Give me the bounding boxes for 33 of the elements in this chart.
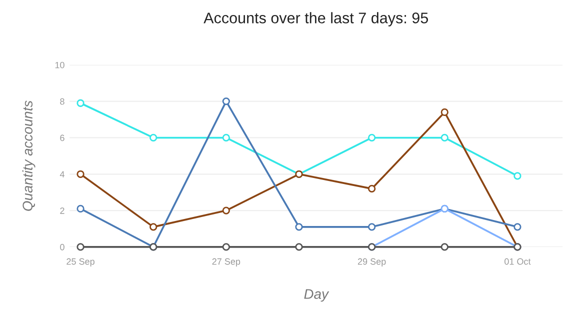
y-tick-label: 10	[55, 62, 64, 68]
point	[222, 134, 230, 142]
point	[514, 223, 522, 231]
point	[76, 170, 84, 178]
point	[222, 206, 230, 214]
point	[76, 99, 84, 107]
point	[150, 134, 158, 142]
y-tick-label: 6	[60, 134, 64, 142]
y-axis-title: Quantity accounts	[22, 100, 36, 211]
point	[222, 97, 230, 106]
x-tick-label: 27 Sep	[212, 258, 240, 266]
point	[295, 243, 303, 251]
point	[368, 184, 376, 193]
point	[295, 223, 303, 231]
x-axis-title: Day	[304, 289, 330, 302]
point	[76, 204, 84, 213]
point	[440, 134, 448, 142]
point	[368, 223, 376, 231]
point	[76, 243, 84, 251]
point	[440, 243, 448, 251]
x-tick-label: 01 Oct	[504, 258, 531, 265]
y-tick-label: 0	[60, 244, 64, 250]
y-tick-label: 2	[60, 208, 64, 214]
point	[368, 134, 376, 142]
y-tick-label: 4	[60, 171, 64, 178]
point	[150, 223, 158, 231]
chart-title: Accounts over the last 7 days: 95	[204, 12, 428, 26]
x-tick-label: 29 Sep	[358, 258, 386, 266]
point	[514, 172, 522, 180]
x-tick-label: 25 Sep	[66, 258, 94, 266]
y-tick-label: 8	[60, 98, 64, 105]
point	[222, 243, 230, 251]
point	[440, 108, 448, 116]
